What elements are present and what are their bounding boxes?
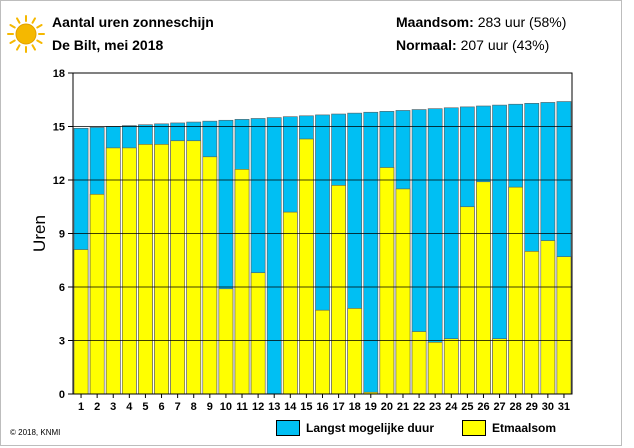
bar-daily-sum-day-22 [411,331,427,395]
bar-daily-sum-day-31 [556,256,572,395]
legend-swatch-max-duration [276,420,300,436]
bar-daily-sum-day-4 [121,147,137,395]
bar-daily-sum-day-18 [347,308,363,395]
x-tick-label-25: 25 [461,401,473,413]
bar-daily-sum-day-2 [89,193,105,395]
bar-daily-sum-day-11 [234,169,250,395]
bar-daily-sum-day-30 [540,240,556,395]
monthly-sum: Maandsom: 283 uur (58%) [396,14,566,30]
x-tick-label-23: 23 [429,401,441,413]
x-tick-label-1: 1 [78,401,84,413]
y-tick-label-0: 0 [59,389,65,401]
y-tick-label-9: 9 [59,229,65,241]
legend-swatch-daily-sum [462,420,486,436]
x-tick-label-3: 3 [110,401,116,413]
y-tick-label-12: 12 [53,175,65,187]
legend-label-daily-sum: Etmaalsom [492,421,557,435]
bar-daily-sum-day-7 [170,140,185,395]
x-tick-label-27: 27 [493,401,505,413]
x-tick-label-2: 2 [94,401,100,413]
x-tick-label-15: 15 [300,401,312,413]
x-tick-label-19: 19 [365,401,377,413]
bar-max-duration-day-19 [363,111,379,395]
bar-daily-sum-day-28 [508,186,524,395]
y-tick-label-3: 3 [59,336,65,348]
x-tick-label-31: 31 [558,401,570,413]
x-tick-label-26: 26 [477,401,489,413]
bar-daily-sum-day-29 [524,251,540,395]
bar-daily-sum-day-20 [379,167,395,395]
x-tick-label-17: 17 [332,401,344,413]
bar-daily-sum-day-14 [282,211,298,395]
x-tick-label-14: 14 [284,401,297,413]
bar-daily-sum-day-21 [395,188,411,395]
bar-daily-sum-day-3 [105,147,121,395]
bar-daily-sum-day-26 [476,181,491,395]
copyright-notice: © 2018, KNMI [10,428,61,437]
x-tick-label-12: 12 [252,401,264,413]
x-tick-label-29: 29 [526,401,538,413]
bar-max-duration-day-13 [266,117,282,395]
x-tick-label-24: 24 [445,401,458,413]
bar-daily-sum-day-5 [138,144,153,395]
bar-daily-sum-day-12 [250,272,266,395]
x-tick-label-28: 28 [510,401,522,413]
y-tick-label-6: 6 [59,282,65,294]
y-tick-label-18: 18 [53,68,65,80]
x-tick-label-8: 8 [191,401,197,413]
bar-daily-sum-day-16 [315,309,330,395]
chart-subtitle: De Bilt, mei 2018 [52,37,164,53]
x-tick-label-30: 30 [542,401,554,413]
x-tick-label-11: 11 [236,401,248,413]
bar-daily-sum-day-24 [443,338,459,395]
bar-daily-sum-day-1 [73,249,89,395]
bar-daily-sum-day-15 [299,138,314,395]
x-tick-label-21: 21 [397,401,409,413]
normal-sum: Normaal: 207 uur (43%) [396,37,549,53]
x-tick-label-13: 13 [268,401,280,413]
x-tick-label-10: 10 [220,401,232,413]
bar-daily-sum-day-25 [460,206,475,395]
bar-daily-sum-day-17 [331,185,346,395]
x-tick-label-5: 5 [142,401,148,413]
x-tick-label-18: 18 [349,401,361,413]
x-tick-label-9: 9 [207,401,213,413]
y-tick-label-15: 15 [53,122,65,134]
monthly-sum-label: Maandsom: [396,14,474,30]
bar-daily-sum-day-6 [154,144,169,395]
sun-icon [7,15,45,53]
x-tick-label-7: 7 [175,401,181,413]
legend-label-max-duration: Langst mogelijke duur [306,421,435,435]
x-tick-label-6: 6 [158,401,164,413]
normal-sum-label: Normaal: [396,37,457,53]
bar-daily-sum-day-27 [492,338,507,395]
bar-daily-sum-day-10 [218,288,234,395]
chart-title: Aantal uren zonneschijn [52,14,214,30]
bar-daily-sum-day-9 [202,156,218,395]
x-tick-label-22: 22 [413,401,425,413]
x-tick-label-20: 20 [381,401,393,413]
normal-sum-value: 207 uur (43%) [460,37,550,53]
x-tick-label-4: 4 [126,401,133,413]
bar-daily-sum-day-8 [186,140,202,395]
bar-daily-sum-day-23 [427,341,443,395]
y-axis-label: Uren [30,215,49,252]
x-tick-label-16: 16 [316,401,328,413]
monthly-sum-value: 283 uur (58%) [477,14,567,30]
